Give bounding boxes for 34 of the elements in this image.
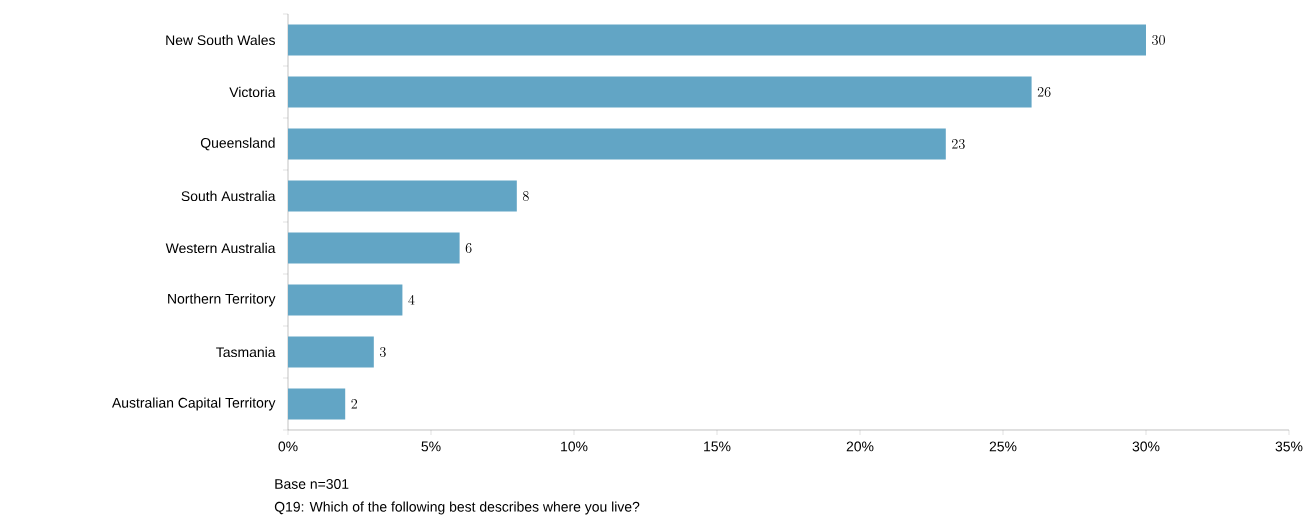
y-tick-label: Western Australia (165, 242, 276, 254)
data-label: 30 (1152, 35, 1165, 45)
y-tick-label: Victoria (229, 86, 276, 98)
y-tick-label: New South Wales (166, 34, 275, 46)
data-label: 4 (408, 294, 415, 305)
bar (288, 128, 946, 160)
y-tick-label: Australian Capital Territory (111, 397, 276, 411)
x-tick-label: 25% (989, 441, 1017, 452)
x-tick-label: 35% (1275, 441, 1303, 452)
x-tick-label: 20% (846, 441, 874, 452)
y-tick-label: Tasmania (216, 346, 276, 358)
bar (288, 232, 460, 264)
x-tick-label: 0% (278, 441, 298, 452)
bar (288, 336, 374, 368)
data-label: 26 (1037, 87, 1051, 97)
x-tick-label: 30% (1132, 441, 1160, 452)
x-tick-label: 10% (561, 441, 588, 452)
x-tick-label: 5% (421, 441, 441, 452)
bar (288, 180, 517, 212)
data-label: 2 (351, 399, 358, 409)
data-label: 23 (952, 139, 965, 149)
bar (288, 24, 1146, 56)
y-tick-label: South Australia (181, 190, 276, 202)
x-tick-label: 15% (704, 441, 731, 452)
data-label: 6 (465, 243, 472, 253)
text: Q19: Which of the following best describes where you live? (274, 501, 640, 515)
data-label: 8 (522, 191, 529, 201)
bar (288, 388, 346, 420)
y-tick-label: Queensland (200, 137, 275, 151)
data-label: 3 (379, 347, 386, 357)
bar (288, 284, 403, 316)
y-tick-label: Northern Territory (168, 293, 276, 307)
text: Base n=301 (275, 479, 349, 489)
bar (288, 76, 1032, 108)
